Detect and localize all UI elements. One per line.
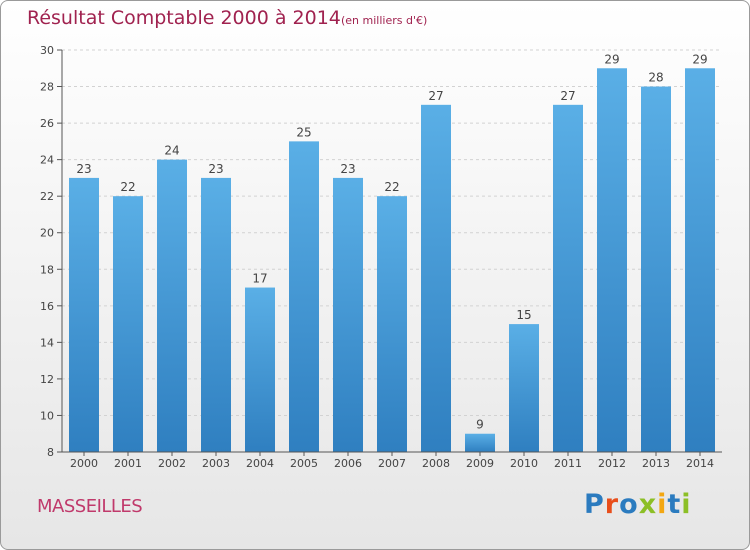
- logo-letter: i: [657, 489, 668, 520]
- x-tick-label: 2012: [598, 457, 626, 470]
- axes: 8 10 12 14 16 18 20 22 24 26 28 30 2000 2001 2002 2003 2…: [40, 44, 722, 470]
- logo-letter: o: [619, 489, 639, 520]
- bar-value-label: 23: [208, 162, 223, 176]
- x-tick-label: 2003: [202, 457, 230, 470]
- bar-value-label: 22: [120, 180, 135, 194]
- bars: 23 22 24 23 17 25 23 22 27 9 15 27 29 28 29: [69, 52, 715, 453]
- bar-value-label: 9: [476, 418, 484, 432]
- bar: [245, 287, 275, 452]
- chart-title: Résultat Comptable 2000 à 2014: [27, 7, 341, 29]
- y-tick-label: 8: [47, 446, 54, 459]
- bar: [465, 433, 495, 452]
- y-tick-label: 12: [40, 373, 54, 386]
- y-tick-label: 18: [40, 263, 54, 276]
- bar: [69, 177, 99, 452]
- x-tick-label: 2006: [334, 457, 362, 470]
- y-tick-label: 10: [40, 409, 54, 422]
- y-tick-label: 14: [40, 336, 54, 349]
- bar-value-label: 22: [384, 180, 399, 194]
- logo-letter: t: [667, 489, 682, 520]
- bar: [641, 86, 671, 452]
- bar-value-label: 29: [692, 52, 707, 66]
- x-tick-label: 2008: [422, 457, 450, 470]
- x-tick-label: 2004: [246, 457, 274, 470]
- bar-value-label: 28: [648, 71, 663, 85]
- bar: [289, 141, 319, 452]
- bar-value-label: 23: [76, 162, 91, 176]
- x-tick-label: 2001: [114, 457, 142, 470]
- logo-letter: x: [638, 489, 658, 520]
- bar: [113, 196, 143, 452]
- x-tick-label: 2013: [642, 457, 670, 470]
- y-tick-label: 26: [40, 117, 54, 130]
- y-tick-label: 16: [40, 300, 54, 313]
- chart-unit: (en milliers d'€): [341, 14, 428, 27]
- x-tick-label: 2014: [686, 457, 714, 470]
- y-tick-label: 28: [40, 81, 54, 94]
- bar: [421, 104, 451, 453]
- y-tick-label: 20: [40, 227, 54, 240]
- bar-value-label: 24: [164, 144, 179, 158]
- bar: [597, 68, 627, 452]
- bar: [333, 177, 363, 452]
- x-tick-label: 2007: [378, 457, 406, 470]
- x-tick-label: 2005: [290, 457, 318, 470]
- bar-value-label: 25: [296, 125, 311, 139]
- bar-value-label: 17: [252, 272, 267, 286]
- logo-letter: P: [584, 489, 605, 520]
- bar-value-label: 29: [604, 52, 619, 66]
- x-tick-label: 2002: [158, 457, 186, 470]
- bar: [201, 177, 231, 452]
- logo-letter: r: [604, 489, 620, 520]
- logo-letter: i: [681, 489, 692, 520]
- bar-value-label: 27: [560, 89, 575, 103]
- bar: [685, 68, 715, 452]
- proxiti-logo: Proxiti: [584, 489, 692, 520]
- x-tick-label: 2009: [466, 457, 494, 470]
- bar-value-label: 27: [428, 89, 443, 103]
- y-tick-label: 30: [40, 44, 54, 57]
- city-name: MASSEILLES: [37, 496, 143, 517]
- x-tick-label: 2011: [554, 457, 582, 470]
- bar: [157, 159, 187, 453]
- y-tick-label: 24: [40, 154, 54, 167]
- bar: [509, 324, 539, 452]
- x-tick-label: 2010: [510, 457, 538, 470]
- bar: [377, 196, 407, 452]
- bar-value-label: 23: [340, 162, 355, 176]
- bar: [553, 104, 583, 453]
- bar-value-label: 15: [516, 308, 531, 322]
- y-tick-label: 22: [40, 190, 54, 203]
- x-tick-label: 2000: [70, 457, 98, 470]
